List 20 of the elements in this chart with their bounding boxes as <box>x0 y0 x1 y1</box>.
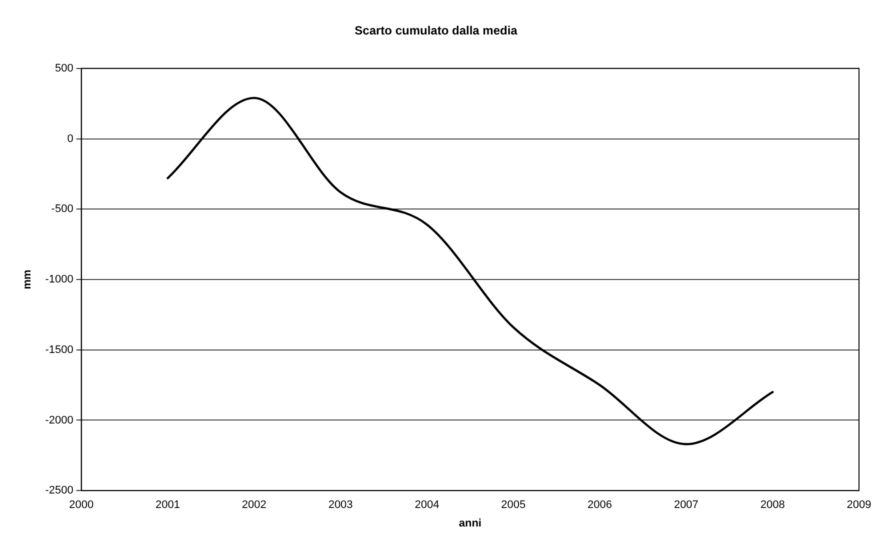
y-tick-label: -2500 <box>45 484 74 497</box>
x-tick-label: 2009 <box>846 499 872 512</box>
y-tick-label: -2000 <box>45 414 74 426</box>
x-tick-label: 2008 <box>760 499 785 512</box>
x-tick-label: 2003 <box>328 499 353 512</box>
y-tick-label: -1000 <box>45 274 74 286</box>
x-tick-label: 2007 <box>674 499 698 512</box>
x-tick-label: 2005 <box>501 499 526 512</box>
x-tick-label: 2006 <box>588 499 612 512</box>
y-tick-label: -1500 <box>45 344 74 356</box>
x-tick-label: 2001 <box>156 499 180 512</box>
chart-title: Scarto cumulato dalla media <box>354 24 518 38</box>
x-tick-label: 2000 <box>69 499 94 512</box>
y-tick-label: 0 <box>67 132 74 145</box>
x-tick-label: 2002 <box>242 499 266 512</box>
x-axis-title: anni <box>458 517 482 530</box>
y-tick-label: 500 <box>54 62 74 74</box>
y-tick-label: -500 <box>51 203 74 216</box>
x-tick-label: 2004 <box>414 499 440 512</box>
y-axis-title: mm <box>22 270 34 290</box>
